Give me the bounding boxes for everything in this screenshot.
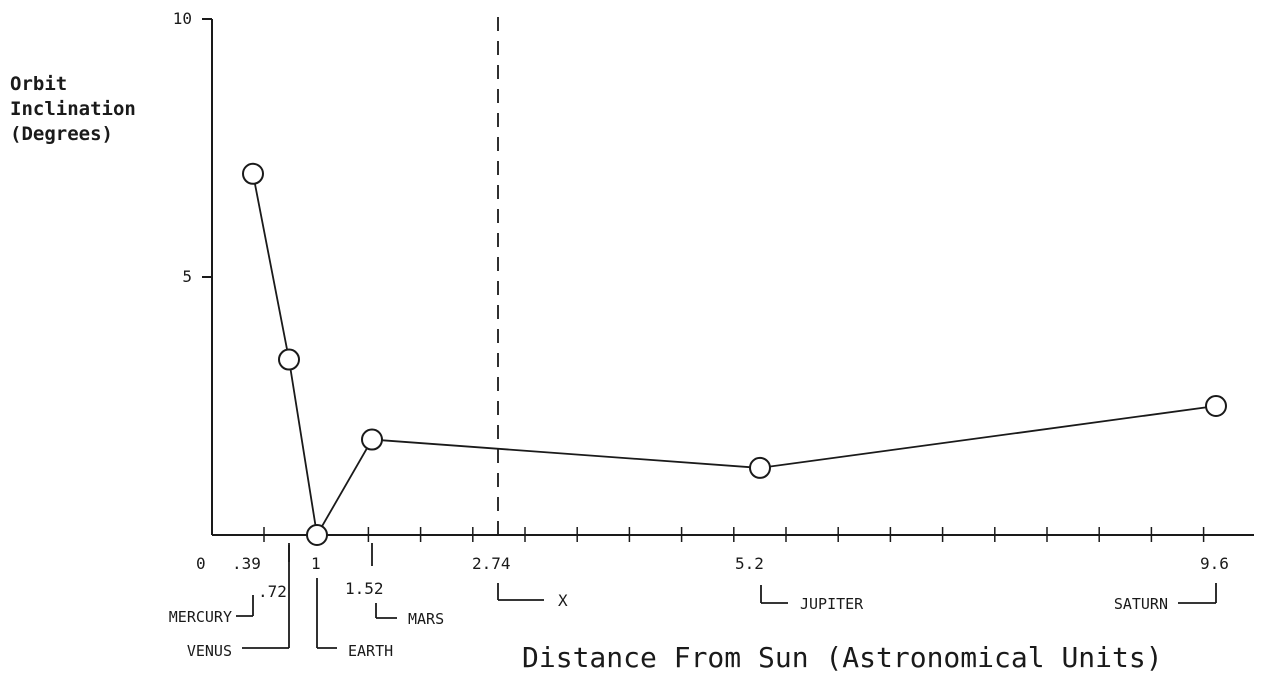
y-axis-label-line-2: Inclination <box>10 98 136 120</box>
y-tick-label: 5 <box>182 267 192 286</box>
planet-label-jupiter: JUPITER <box>800 595 864 613</box>
planet-label-saturn: SATURN <box>1114 595 1168 613</box>
x-tick-label-mercury: .39 <box>232 554 261 573</box>
planet-label-earth: EARTH <box>348 642 393 660</box>
data-point-jupiter <box>749 456 771 479</box>
planet-label-mars: MARS <box>408 610 444 628</box>
labels-layer: .39 MERCURY .72 VENUS 1 EARTH 1.52 MARS 5.2 JUPIT… <box>169 543 1229 660</box>
y-tick-label: 10 <box>173 9 192 28</box>
data-point-venus <box>278 348 300 371</box>
data-point-mars <box>361 428 383 451</box>
x-origin-label: 0 <box>196 554 206 573</box>
series-layer <box>242 162 1227 546</box>
y-axis-label-line-3: (Degrees) <box>10 123 113 145</box>
x-tick-label-venus: .72 <box>258 582 287 601</box>
y-axis-label-line-1: Orbit <box>10 73 67 95</box>
x-tick-label-jupiter: 5.2 <box>735 554 764 573</box>
x-tick-label-earth: 1 <box>311 554 321 573</box>
data-point-earth <box>306 524 328 546</box>
y-ticks: 10 5 <box>173 9 212 286</box>
data-point-mercury <box>242 162 264 185</box>
marker-label: X <box>558 591 568 610</box>
data-point-saturn <box>1205 395 1227 417</box>
x-tick-label-mars: 1.52 <box>345 579 384 598</box>
x-tick-label-marker: 2.74 <box>472 554 511 573</box>
x-tick-label-saturn: 9.6 <box>1200 554 1229 573</box>
x-axis-label: Distance From Sun (Astronomical Units) <box>522 641 1163 674</box>
series-line <box>252 173 1217 538</box>
planet-label-venus: VENUS <box>187 642 232 660</box>
planet-label-mercury: MERCURY <box>169 608 232 626</box>
